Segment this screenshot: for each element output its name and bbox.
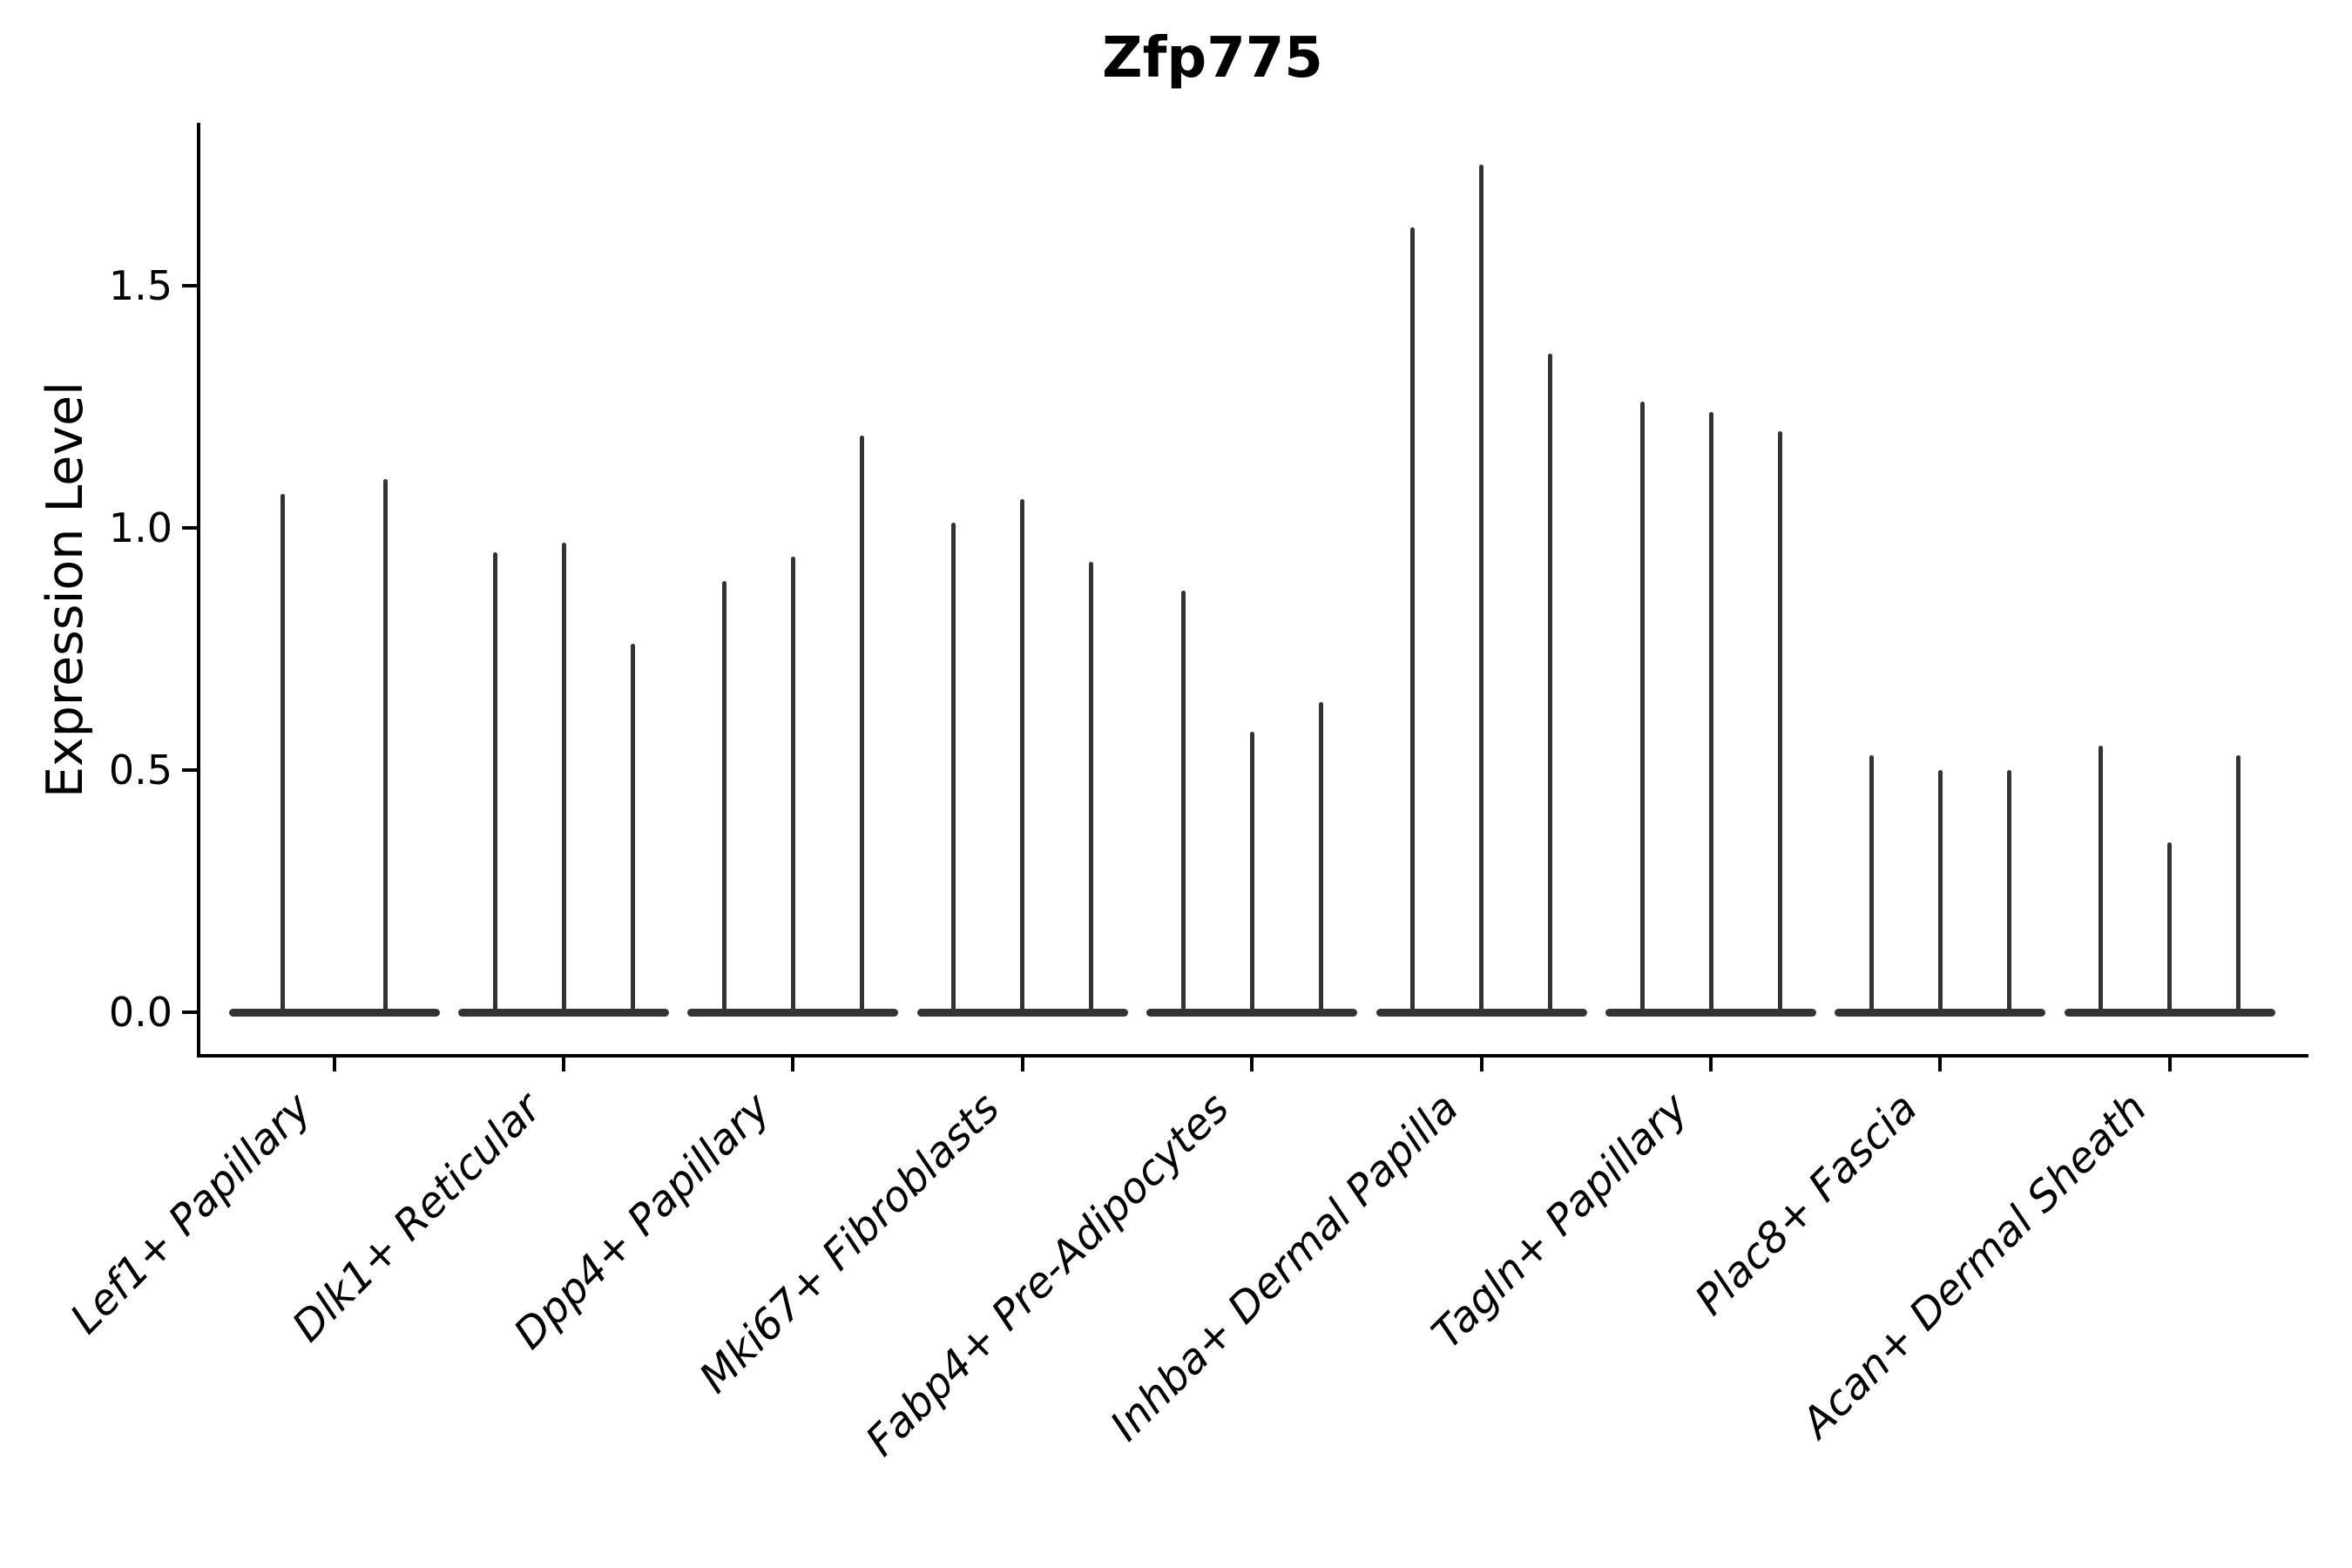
x-tick-mark (2167, 1056, 2172, 1071)
y-tick-label: 0.5 (108, 747, 172, 794)
violin-body-zero (1605, 1009, 1816, 1017)
violin-spike (492, 551, 497, 1012)
y-tick-mark (182, 526, 197, 530)
violin-spike (859, 436, 864, 1012)
y-tick-label: 0.0 (108, 989, 172, 1036)
x-tick-mark (1020, 1056, 1024, 1071)
x-tick-label: Dpp4+ Papillary (504, 1084, 781, 1359)
x-tick-mark (1709, 1056, 1713, 1071)
violin-spike (790, 557, 795, 1012)
violin-spike (1548, 353, 1553, 1012)
x-tick-mark (791, 1056, 795, 1071)
x-tick-mark (1479, 1056, 1484, 1071)
x-tick-mark (562, 1056, 565, 1071)
violin-spike (1410, 227, 1416, 1012)
y-tick-label: 1.5 (108, 262, 172, 309)
violin-spike (951, 523, 956, 1012)
y-tick-mark (182, 284, 197, 287)
violin-body-zero (916, 1009, 1128, 1017)
y-axis-spine (197, 123, 200, 1058)
violin-spike (1020, 498, 1025, 1012)
violin-spike (721, 581, 727, 1012)
violin-spike (1089, 561, 1094, 1012)
y-tick-label: 1.0 (108, 504, 172, 551)
plot-title: Zfp775 (1102, 26, 1323, 91)
violin-spike (1708, 411, 1713, 1012)
y-tick-mark (182, 768, 197, 772)
violin-body-zero (1835, 1009, 2046, 1017)
violin-spike (1180, 591, 1186, 1012)
violin-spike (280, 494, 286, 1012)
x-tick-label: Fabp4+ Pre-Adipocytes (856, 1084, 1239, 1466)
violin-spike (2167, 842, 2173, 1012)
x-tick-label: Tagln+ Papillary (1423, 1084, 1698, 1359)
violin-body-zero (228, 1009, 440, 1017)
violin-spike (2236, 755, 2241, 1012)
violin-body-zero (2064, 1009, 2275, 1017)
x-tick-mark (1250, 1056, 1254, 1071)
x-tick-mark (1938, 1056, 1943, 1071)
x-tick-label: Lef1+ Papillary (61, 1084, 321, 1344)
y-tick-mark (182, 1010, 197, 1014)
violin-spike (1318, 702, 1323, 1012)
violin-spike (2006, 770, 2011, 1012)
y-axis-label: Expression Level (37, 382, 94, 798)
violin-spike (383, 479, 389, 1012)
x-tick-label: Plac8+ Fascia (1686, 1084, 1928, 1325)
x-tick-mark (332, 1056, 336, 1071)
violin-spike (561, 542, 566, 1012)
violin-spike (1937, 770, 1943, 1012)
violin-spike (1639, 402, 1645, 1012)
violin-spike (1777, 430, 1782, 1012)
violin-body-zero (1375, 1009, 1587, 1017)
violin-spike (1869, 755, 1874, 1012)
violin-body-zero (687, 1009, 899, 1017)
violin-spike (1479, 165, 1484, 1012)
x-tick-label: Dlk1+ Reticular (282, 1084, 551, 1352)
violin-body-zero (1146, 1009, 1358, 1017)
violin-spike (1249, 731, 1254, 1012)
violin-spike (630, 644, 635, 1012)
violin-spike (2099, 746, 2104, 1012)
violin-body-zero (458, 1009, 669, 1017)
